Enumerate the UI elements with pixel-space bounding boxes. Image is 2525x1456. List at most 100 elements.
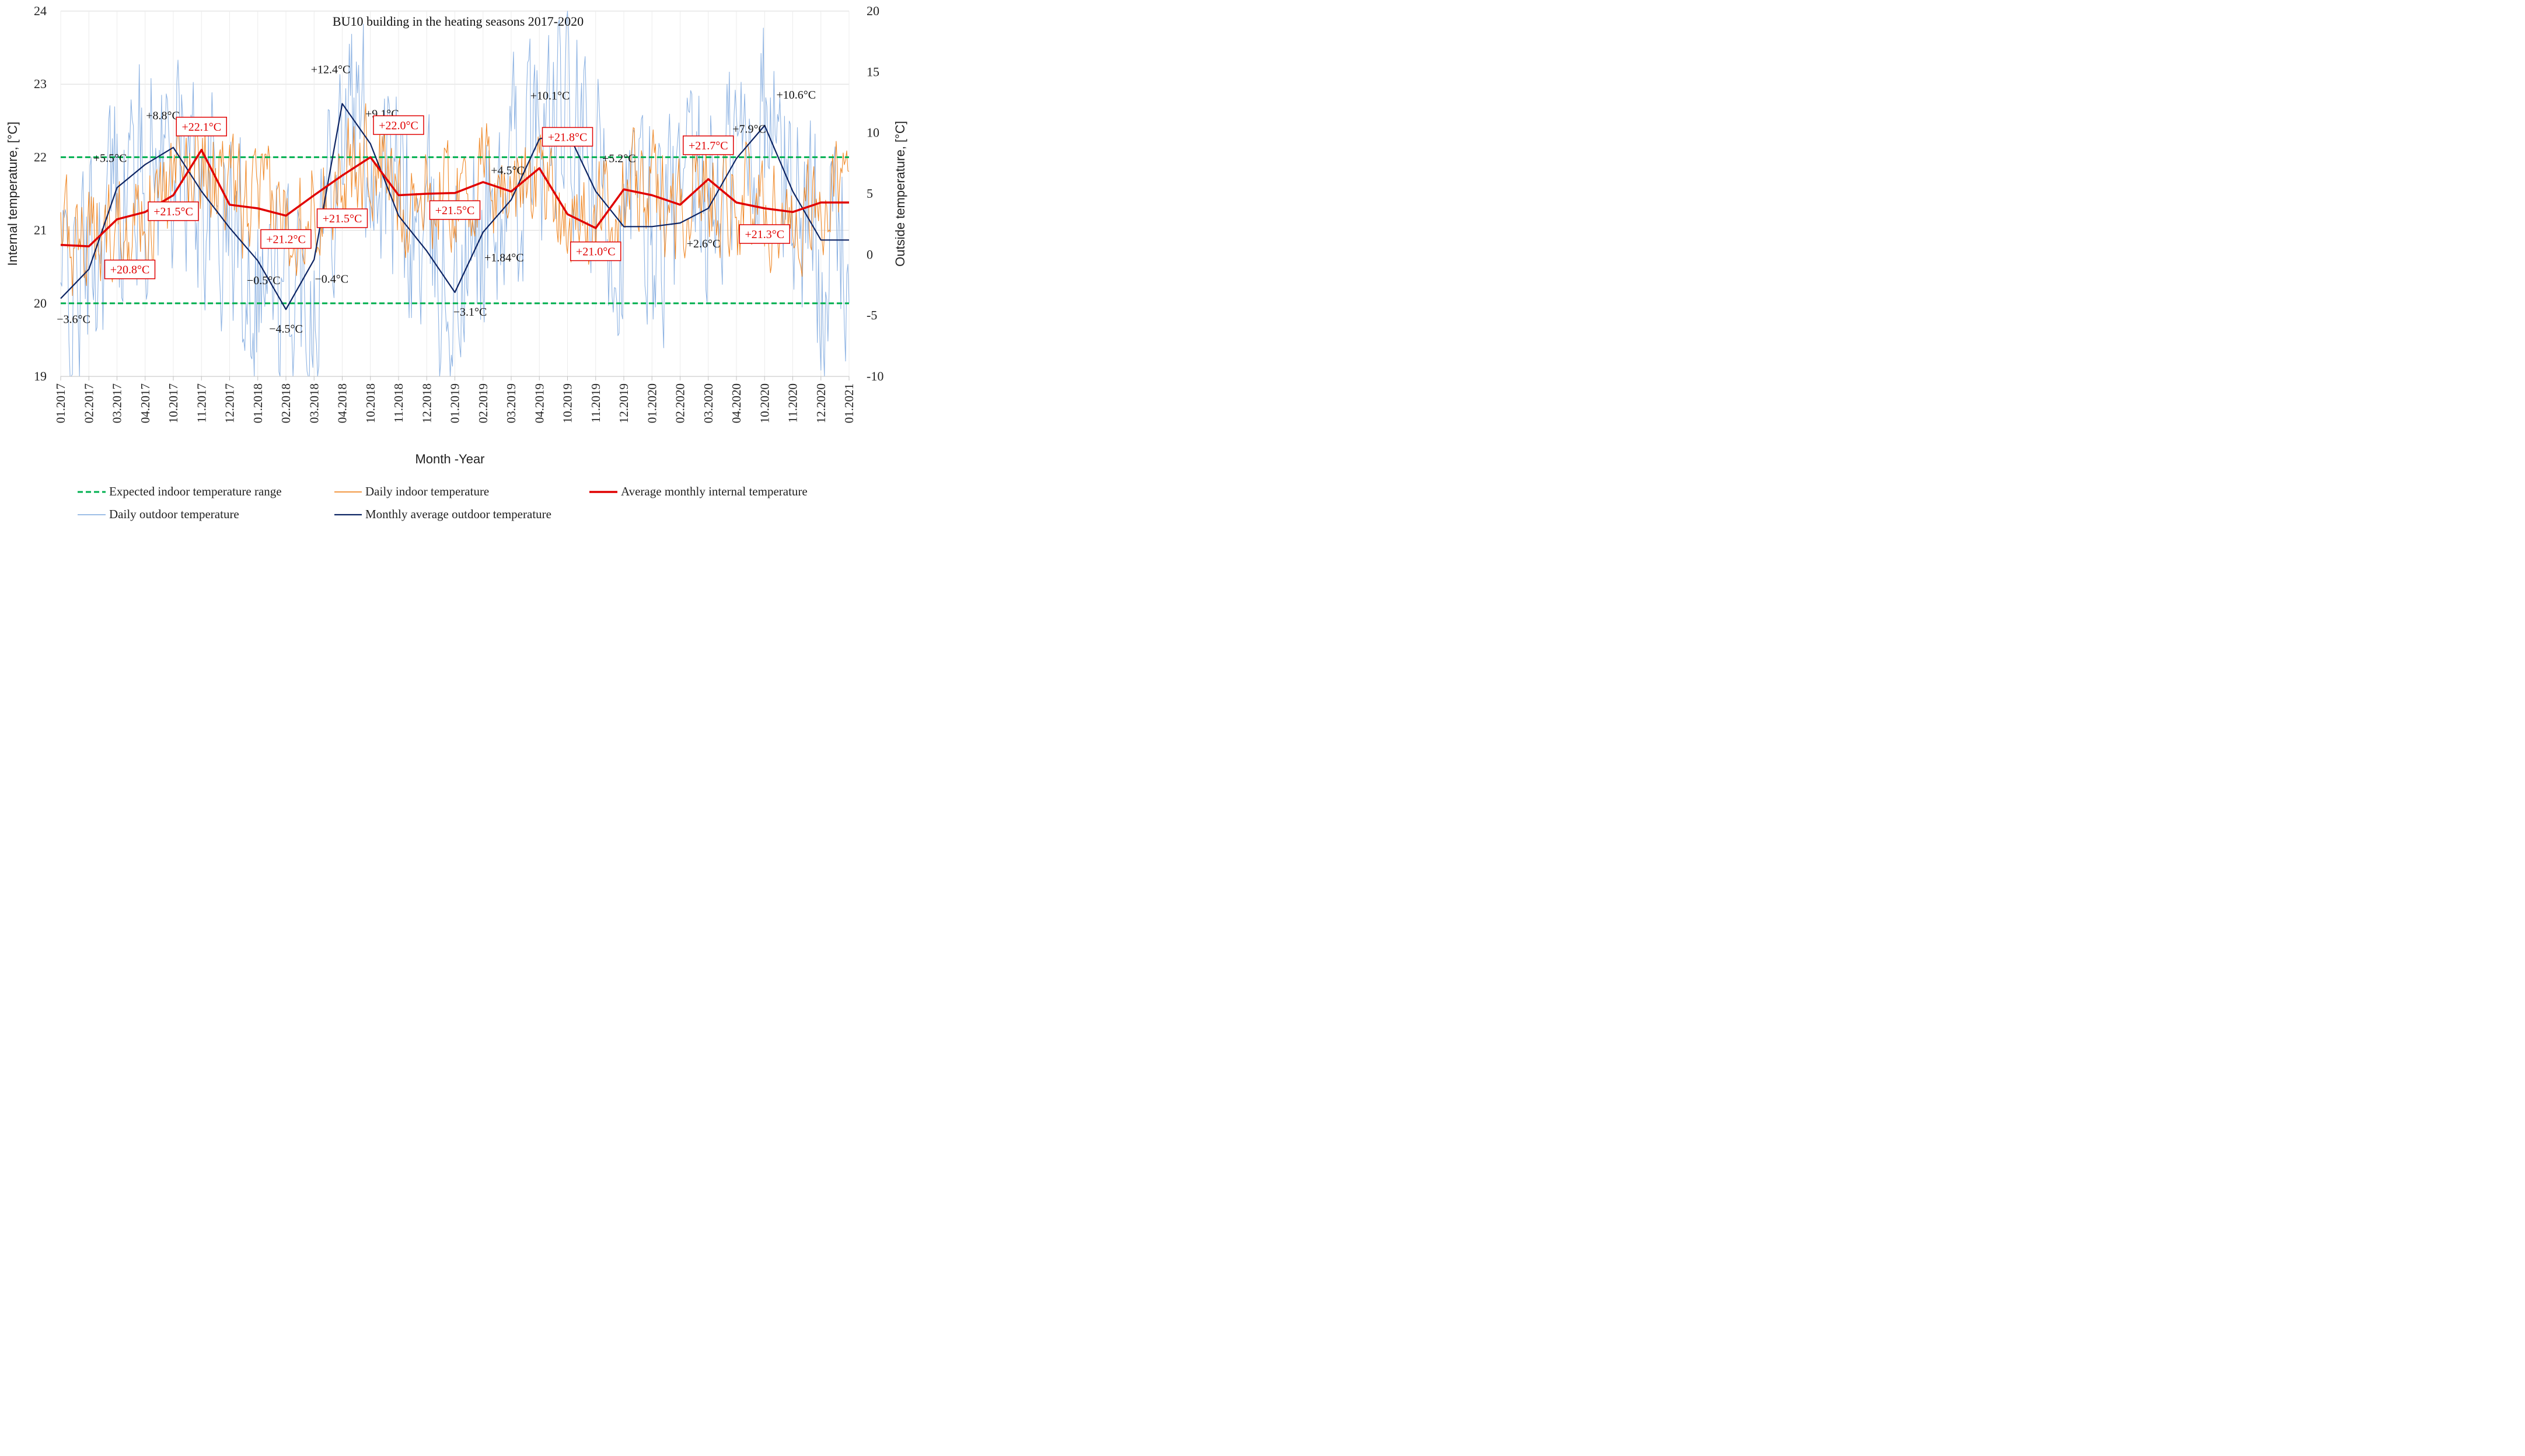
x-tick-label: 01.2021 xyxy=(842,383,856,423)
outdoor-annotation: +5.2°C xyxy=(602,152,636,165)
svg-text:Expected indoor temperature ra: Expected indoor temperature range xyxy=(109,484,282,498)
outdoor-annotation: −0.5°C xyxy=(247,274,281,287)
chart-title: BU10 building in the heating seasons 201… xyxy=(333,14,584,29)
legend-item-daily-outdoor: Daily outdoor temperature xyxy=(78,507,239,521)
y-left-tick-label: 20 xyxy=(34,296,47,310)
internal-annotation-box xyxy=(316,208,368,228)
y-right-tick-label: -5 xyxy=(867,308,877,323)
x-tick-label: 12.2017 xyxy=(223,383,237,423)
y-axis-left-title: Internal temperature, [°C] xyxy=(5,121,20,266)
internal-annotation-box xyxy=(373,115,424,135)
y-left-tick-label: 24 xyxy=(34,4,47,18)
outdoor-annotation: +4.5°C xyxy=(491,164,525,177)
internal-annotation-box xyxy=(683,135,734,155)
outdoor-annotation: +7.9°C xyxy=(732,123,766,135)
internal-annotation-box xyxy=(148,201,199,221)
internal-annotation: +21.3°C xyxy=(745,228,784,241)
legend: Expected indoor temperature range Daily … xyxy=(78,484,808,521)
y-right-tick-label: 10 xyxy=(867,125,879,140)
chart-container: 19 20 21 22 23 24 -10 -5 0 5 10 15 20 01.2017 02.2017 0… xyxy=(0,0,913,526)
internal-annotation-box xyxy=(176,117,227,137)
svg-text:Daily indoor temperature: Daily indoor temperature xyxy=(365,484,489,498)
x-tick-label: 03.2020 xyxy=(701,383,715,423)
x-tick-label: 02.2018 xyxy=(279,383,293,423)
internal-annotation: +21.0°C xyxy=(576,246,616,259)
legend-item-expected-range: Expected indoor temperature range xyxy=(78,484,282,498)
outdoor-annotation: +12.4°C xyxy=(311,64,351,76)
x-tick-label: 04.2017 xyxy=(138,383,152,423)
axes: 19 20 21 22 23 24 -10 -5 0 5 10 15 20 01.2017 02.2017 0… xyxy=(34,4,883,423)
outdoor-annotation: +1.84°C xyxy=(484,252,524,264)
x-tick-label: 10.2017 xyxy=(166,383,180,423)
y-left-tick-label: 23 xyxy=(34,76,47,91)
internal-annotation-box xyxy=(429,200,481,220)
x-tick-label: 12.2019 xyxy=(617,383,631,423)
y-axis-right-title: Outside temperature, [°C] xyxy=(893,121,907,267)
x-tick-label: 04.2020 xyxy=(729,383,743,423)
monthly-series xyxy=(60,103,849,310)
x-tick-label: 10.2018 xyxy=(364,383,378,423)
x-axis-title: Month -Year xyxy=(415,452,484,466)
annotations: −3.6°C +5.5°C +8.8°C −0.5°C −4.5°C −0.4°C +12.… xyxy=(57,64,816,336)
y-right-tick-label: 15 xyxy=(867,64,879,79)
internal-annotation: +21.7°C xyxy=(689,139,728,152)
x-tick-label: 02.2020 xyxy=(673,383,687,423)
monthly-outdoor-line xyxy=(60,103,849,310)
outdoor-annotation: −0.4°C xyxy=(315,273,348,286)
y-left-tick-label: 21 xyxy=(34,223,47,238)
outdoor-annotation: −4.5°C xyxy=(269,323,303,336)
y-left-tick-label: 19 xyxy=(34,369,47,383)
internal-annotation-box xyxy=(260,229,312,249)
x-tick-label: 01.2020 xyxy=(645,383,659,423)
x-tick-label: 12.2018 xyxy=(420,383,434,423)
x-tick-label: 04.2018 xyxy=(336,383,350,423)
y-right-tick-label: 5 xyxy=(867,186,873,201)
y-right-tick-label: -10 xyxy=(867,369,883,383)
expected-range-lines xyxy=(61,156,849,305)
svg-text:Average monthly internal tempe: Average monthly internal temperature xyxy=(621,484,808,498)
internal-annotation-box xyxy=(570,241,621,261)
x-tick-label: 03.2019 xyxy=(504,383,518,423)
internal-annotation: +21.8°C xyxy=(548,131,588,144)
internal-annotation-box xyxy=(542,127,593,147)
internal-annotation: +21.5°C xyxy=(323,212,362,225)
x-tick-label: 11.2018 xyxy=(392,383,406,423)
x-tick-label: 03.2018 xyxy=(307,383,321,423)
legend-item-avg-internal: Average monthly internal temperature xyxy=(589,484,808,498)
legend-item-monthly-outdoor: Monthly average outdoor temperature xyxy=(334,507,551,521)
x-tick-label: 11.2017 xyxy=(194,383,208,423)
x-tick-label: 10.2019 xyxy=(561,383,575,423)
x-tick-label: 01.2018 xyxy=(251,383,265,423)
x-tick-label: 01.2019 xyxy=(448,383,462,423)
svg-text:Monthly average outdoor temper: Monthly average outdoor temperature xyxy=(365,507,551,521)
temperature-chart: 19 20 21 22 23 24 -10 -5 0 5 10 15 20 01.2017 02.2017 0… xyxy=(5,4,907,521)
y-right-tick-label: 20 xyxy=(867,4,879,18)
legend-item-daily-indoor: Daily indoor temperature xyxy=(334,484,489,498)
y-right-tick-label: 0 xyxy=(867,247,873,261)
outdoor-annotation: −3.1°C xyxy=(453,306,487,319)
svg-text:Daily outdoor temperature: Daily outdoor temperature xyxy=(109,507,239,521)
x-tick-label: 02.2017 xyxy=(82,383,96,423)
internal-annotation: +22.1°C xyxy=(181,121,221,134)
internal-annotation: +21.2°C xyxy=(266,233,306,246)
outdoor-annotation: +5.5°C xyxy=(93,152,127,165)
internal-annotation: +21.5°C xyxy=(153,205,193,218)
outdoor-annotation: +10.6°C xyxy=(776,89,816,102)
x-tick-label: 10.2020 xyxy=(757,383,771,423)
avg-internal-line xyxy=(60,149,849,247)
outdoor-annotation: +2.6°C xyxy=(687,238,721,250)
internal-annotation-box xyxy=(739,224,790,244)
x-tick-label: 02.2019 xyxy=(476,383,490,423)
x-tick-label: 01.2017 xyxy=(54,383,68,423)
internal-annotation: +22.0°C xyxy=(379,119,418,132)
x-tick-label: 11.2019 xyxy=(589,383,603,423)
y-left-tick-label: 22 xyxy=(34,149,47,164)
outdoor-annotation: −3.6°C xyxy=(57,313,90,326)
outdoor-annotation: +10.1°C xyxy=(530,90,570,103)
internal-annotation: +20.8°C xyxy=(110,264,150,277)
outdoor-annotation: +8.8°C xyxy=(146,110,180,123)
x-tick-label: 12.2020 xyxy=(814,383,828,423)
internal-annotation-box xyxy=(104,259,156,280)
x-tick-label: 11.2020 xyxy=(786,383,800,423)
internal-annotation: +21.5°C xyxy=(435,204,475,217)
